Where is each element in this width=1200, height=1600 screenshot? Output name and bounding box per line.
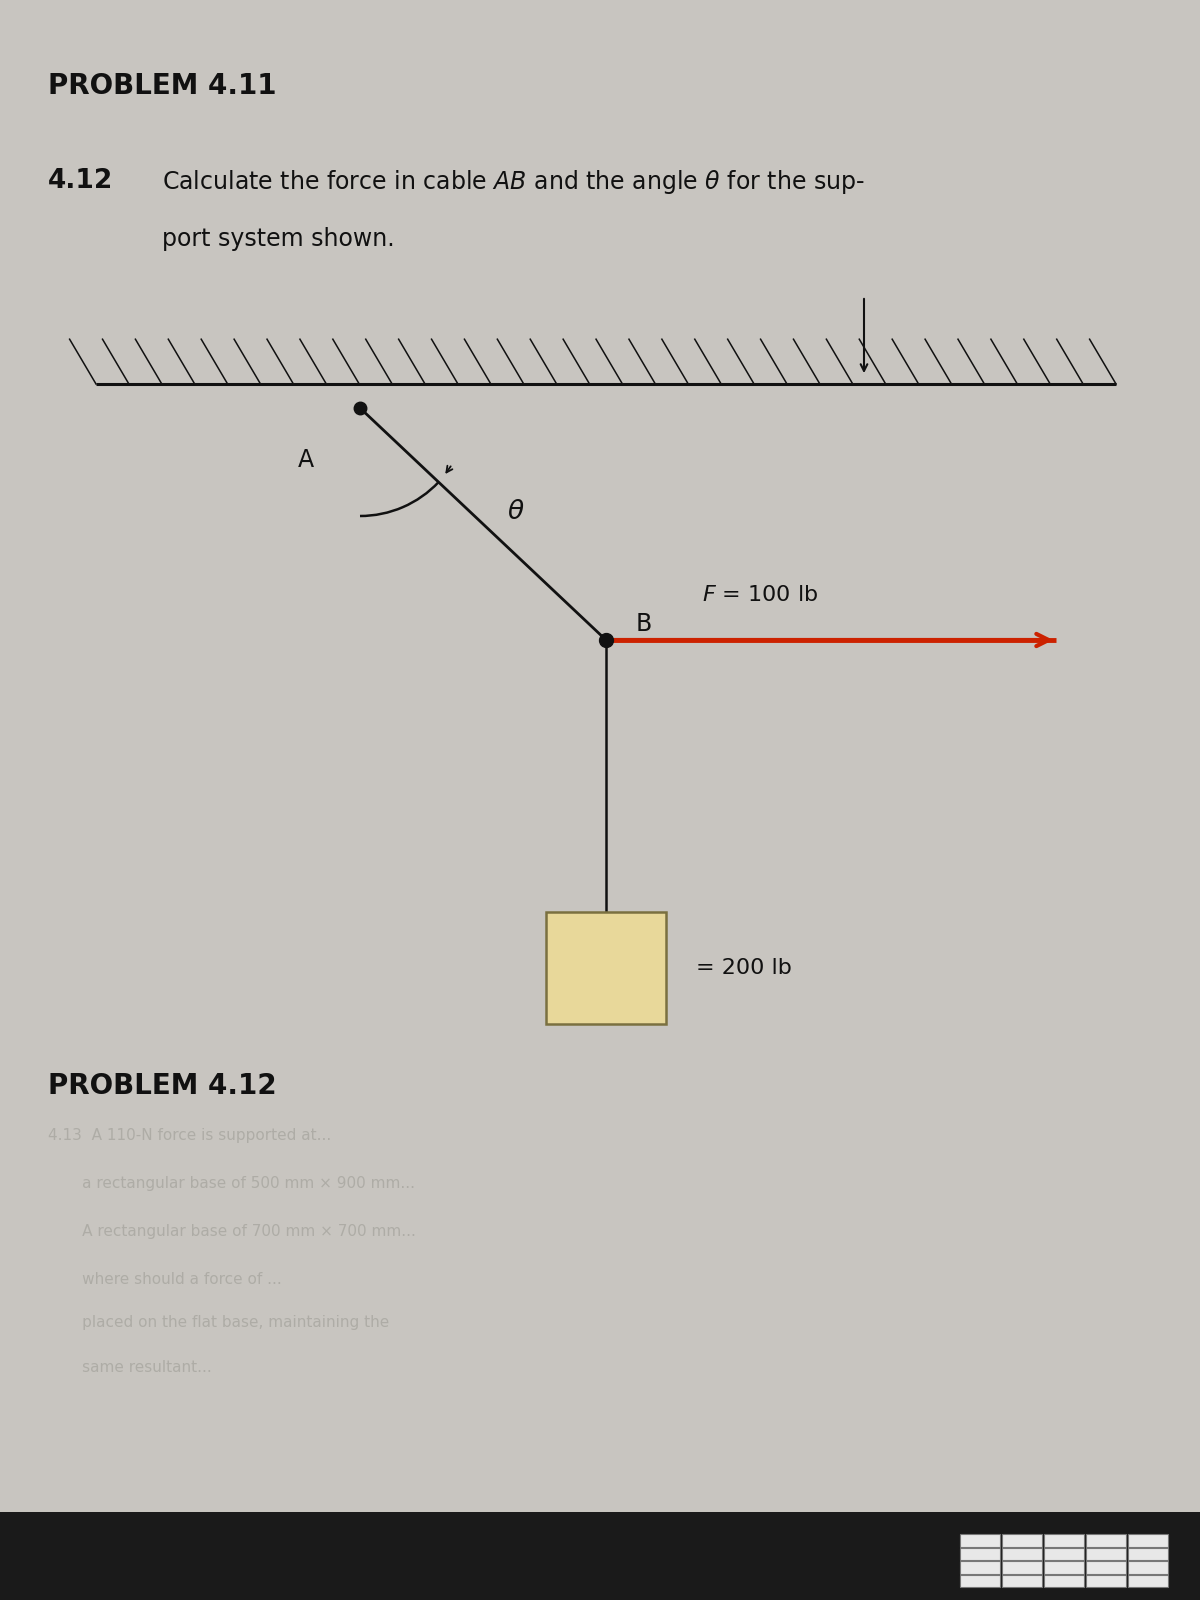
Bar bbox=[1128, 1547, 1168, 1560]
Bar bbox=[1002, 1574, 1042, 1587]
Text: B: B bbox=[636, 611, 653, 635]
Text: PROBLEM 4.11: PROBLEM 4.11 bbox=[48, 72, 276, 99]
Bar bbox=[0, 1512, 1200, 1600]
Bar bbox=[1044, 1574, 1084, 1587]
Bar bbox=[1044, 1547, 1084, 1560]
Text: placed on the flat base, maintaining the: placed on the flat base, maintaining the bbox=[48, 1315, 389, 1330]
Bar bbox=[1128, 1562, 1168, 1574]
Text: $\theta$: $\theta$ bbox=[508, 499, 524, 525]
Bar bbox=[1044, 1534, 1084, 1547]
Bar bbox=[1002, 1547, 1042, 1560]
Bar bbox=[1002, 1562, 1042, 1574]
Bar bbox=[960, 1534, 1000, 1547]
Text: a rectangular base of 500 mm × 900 mm...: a rectangular base of 500 mm × 900 mm... bbox=[48, 1176, 415, 1190]
Bar bbox=[1086, 1574, 1126, 1587]
Bar bbox=[960, 1562, 1000, 1574]
Text: 4.12: 4.12 bbox=[48, 168, 113, 194]
Text: Calculate the force in cable $\mathit{AB}$ and the angle $\theta$ for the sup-: Calculate the force in cable $\mathit{AB… bbox=[162, 168, 865, 195]
Bar bbox=[1128, 1574, 1168, 1587]
Text: W: W bbox=[595, 958, 617, 978]
Bar bbox=[1086, 1562, 1126, 1574]
Text: where should a force of ...: where should a force of ... bbox=[48, 1272, 282, 1286]
Text: $\mathit{F}$ = 100 lb: $\mathit{F}$ = 100 lb bbox=[702, 584, 818, 605]
Text: port system shown.: port system shown. bbox=[162, 227, 395, 251]
Bar bbox=[960, 1547, 1000, 1560]
Text: 4.13  A 110-N force is supported at...: 4.13 A 110-N force is supported at... bbox=[48, 1128, 331, 1142]
Text: A: A bbox=[298, 448, 314, 472]
Bar bbox=[1086, 1534, 1126, 1547]
Bar bbox=[1002, 1534, 1042, 1547]
Bar bbox=[1128, 1534, 1168, 1547]
Bar bbox=[1044, 1562, 1084, 1574]
Text: PROBLEM 4.12: PROBLEM 4.12 bbox=[48, 1072, 277, 1101]
Text: = 200 lb: = 200 lb bbox=[696, 958, 792, 978]
Bar bbox=[546, 912, 666, 1024]
Text: same resultant...: same resultant... bbox=[48, 1360, 211, 1374]
Bar bbox=[1086, 1547, 1126, 1560]
Bar bbox=[960, 1574, 1000, 1587]
Text: A rectangular base of 700 mm × 700 mm...: A rectangular base of 700 mm × 700 mm... bbox=[48, 1224, 416, 1238]
